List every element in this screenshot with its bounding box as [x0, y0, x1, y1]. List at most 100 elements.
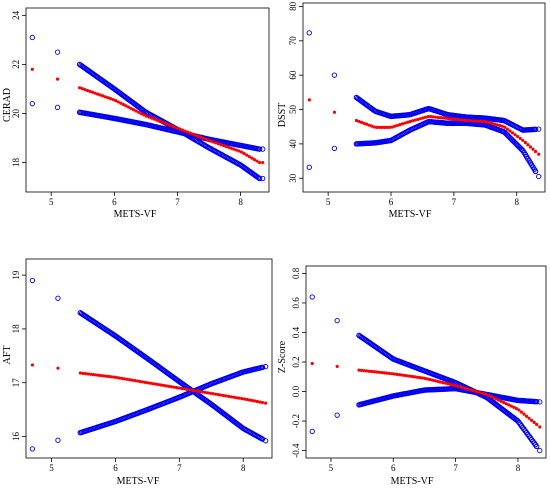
panel-dsst-fit-point: [516, 134, 520, 139]
panel-cerad-xtick-label: 7: [175, 197, 180, 207]
panel-dsst-fit-point: [513, 133, 517, 137]
panel-aft-fit-point: [200, 390, 205, 394]
panel-zscore-xtick-label: 7: [453, 463, 458, 473]
panel-zscore-fit-point: [413, 375, 417, 379]
panel-cerad-fit-point: [98, 93, 102, 97]
panel-dsst-xtick-label: 5: [326, 197, 331, 207]
panel-zscore-fit-point: [489, 394, 493, 399]
panel-dsst-fit-point: [380, 125, 384, 129]
panel-cerad-lower-point: [260, 146, 266, 152]
panel-cerad-fit-point: [93, 91, 97, 95]
panel-aft-fit-point: [91, 373, 95, 377]
panel-zscore-fit-point: [362, 369, 366, 373]
panel-zscore-xtick-label: 6: [391, 463, 396, 473]
panel-dsst: DSST METS-VF: [277, 103, 432, 220]
panel-cerad-fit-point: [88, 89, 92, 93]
panel-zscore-fit-point: [415, 375, 419, 379]
panel-cerad-upper-point: [29, 34, 35, 41]
panel-dsst-lower-point: [532, 168, 539, 175]
panel-zscore-ytick-label: 0.2: [291, 356, 301, 367]
panel-dsst-fit-point: [398, 123, 402, 127]
panel-dsst-ytick-label: 80: [288, 1, 298, 11]
panel-aft-fit-point: [187, 388, 192, 392]
panel-aft-upper-point: [55, 295, 61, 301]
panel-cerad-xlabel: METS-VF: [114, 209, 157, 220]
panel-aft-fit-point: [245, 397, 249, 402]
panel-dsst-fit-point: [393, 124, 397, 128]
panel-zscore-fit-point: [509, 404, 513, 408]
panel-zscore-fit-point: [446, 382, 450, 386]
panel-dsst-fit-point: [416, 117, 420, 121]
panel-zscore-fit-point: [357, 368, 361, 372]
panel-aft-fit-point: [154, 382, 158, 386]
panel-cerad-fit-point: [165, 122, 169, 126]
panel-dsst-fit-point: [359, 120, 364, 124]
panel-cerad-fit-point: [78, 86, 82, 90]
panel-aft-fit-point: [169, 385, 173, 389]
panel-aft-fit-point: [177, 386, 181, 390]
panel-cerad-fit-point: [30, 67, 34, 71]
panel-zscore-frame: [305, 265, 547, 459]
panel-zscore-fit-point: [436, 379, 440, 383]
panel-cerad-fit-point: [175, 126, 179, 130]
panel-aft-fit-point: [83, 372, 88, 376]
panel-cerad-fit-point: [180, 128, 185, 132]
panel-dsst-fit-point: [459, 118, 463, 122]
panel-zscore-ytick-label: 0.6: [291, 297, 301, 309]
panel-aft-fit-point: [120, 376, 124, 381]
panel-aft-xtick-label: 7: [177, 463, 182, 473]
panel-cerad-fit-point: [227, 145, 231, 149]
panel-aft-fit-point: [56, 366, 60, 370]
panel-dsst-fit-point: [426, 114, 430, 119]
panel-cerad-fit-point: [55, 77, 60, 81]
panel-aft-fit-point: [226, 394, 231, 398]
panel-cerad-xtick-label: 6: [112, 197, 117, 207]
panel-dsst-fit-point: [521, 138, 525, 142]
panel-aft-fit-point: [193, 389, 197, 393]
panel-aft-fit-point: [117, 376, 121, 380]
panel-dsst-fit-point: [441, 116, 446, 120]
panel-aft-fit-point: [260, 400, 265, 405]
panel-zscore-fit-point: [418, 376, 422, 380]
panel-aft-fit-point: [89, 372, 93, 376]
panel-cerad-fit-point: [216, 142, 221, 146]
panel-zscore-fit-point: [481, 391, 485, 396]
panel-zscore-fit-point: [387, 371, 392, 376]
panel-zscore-fit-point: [385, 371, 389, 375]
panel-cerad-fit-point: [261, 160, 265, 165]
panel-aft-upper-point: [262, 438, 269, 444]
panel-aft-fit-point: [206, 391, 210, 395]
panel-dsst-fit-point: [354, 118, 359, 123]
panel-cerad-fit-point: [155, 118, 159, 122]
panel-zscore-fit-point: [514, 406, 518, 411]
panel-cerad-fit-point: [167, 123, 172, 127]
panel-zscore-fit-point: [522, 412, 526, 416]
panel-dsst-fit-point: [490, 121, 494, 126]
panel-zscore-fit-point: [538, 425, 542, 429]
panel-zscore-fit-point: [365, 369, 369, 373]
panel-cerad-upper-band: [29, 34, 266, 182]
panel-cerad-fit-point: [234, 148, 239, 152]
panel-dsst-fit-point: [411, 119, 415, 123]
panel-dsst-fit-point: [485, 120, 489, 124]
panel-cerad-fit-point: [247, 154, 251, 159]
panel-dsst-fit-point: [475, 119, 479, 123]
panel-aft-fit-point: [203, 390, 207, 395]
panel-aft-fit-point: [102, 374, 106, 378]
panel-cerad-fit-point: [147, 115, 151, 119]
panel-cerad-fit-point: [85, 88, 89, 93]
panel-zscore-fit-point: [484, 392, 488, 396]
panel-cerad-fit-point: [250, 156, 254, 160]
panel-cerad-fit-point: [132, 108, 136, 112]
panel-cerad-fit-point: [103, 95, 107, 99]
panel-cerad-fit-point: [219, 143, 223, 147]
panel-dsst-fit-point: [454, 117, 458, 122]
panel-dsst-fit-point: [436, 115, 440, 120]
panel-zscore-fit-point: [524, 414, 529, 418]
panel-dsst-fit-point: [472, 119, 476, 123]
panel-cerad-fit-point: [196, 134, 200, 138]
panel-dsst-xtick-label: 6: [389, 197, 394, 207]
panel-zscore-fit-point: [377, 370, 381, 374]
panel-zscore-fit-point: [491, 396, 496, 400]
panel-cerad-fit-point: [144, 114, 149, 118]
